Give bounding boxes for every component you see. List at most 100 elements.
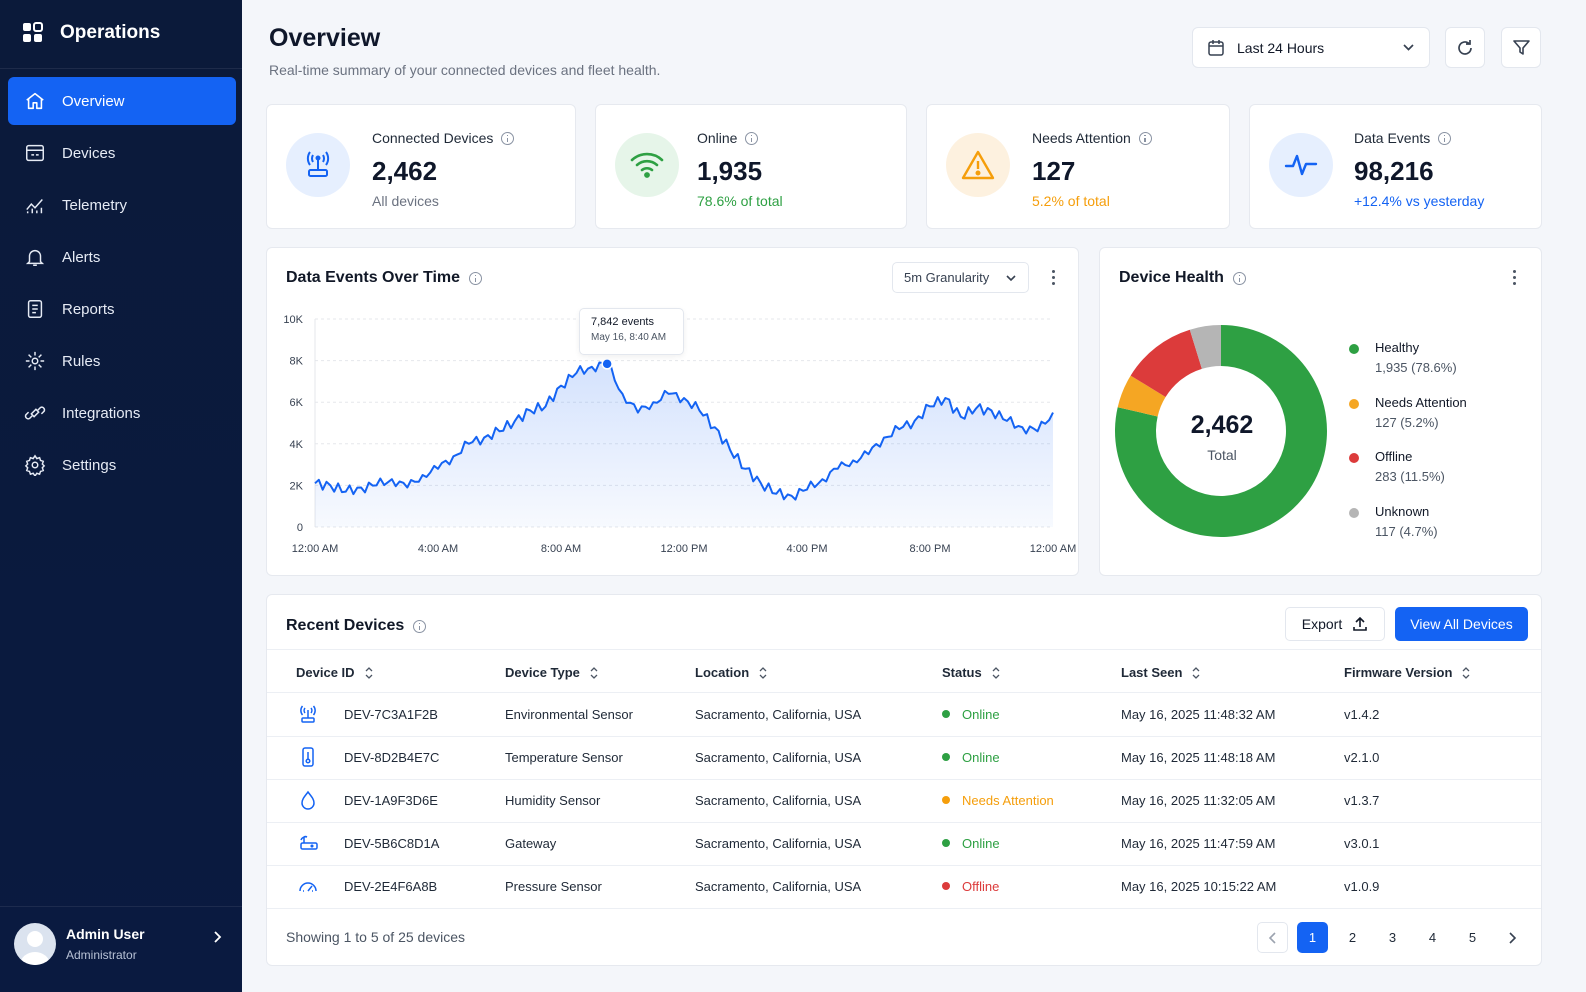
- pagination-page-4[interactable]: 4: [1428, 930, 1437, 945]
- table-row[interactable]: DEV-8D2B4E7C Temperature Sensor Sacramen…: [267, 736, 1541, 780]
- user-name: Admin User: [66, 926, 145, 942]
- cell-device-type: Pressure Sensor: [505, 879, 602, 894]
- stat-value: 127: [1032, 156, 1076, 186]
- donut-slice-healthy[interactable]: [1115, 325, 1327, 537]
- pagination-page-2[interactable]: 2: [1348, 930, 1357, 945]
- chevron-left-icon: [1268, 931, 1276, 944]
- cell-status: Offline: [942, 879, 999, 894]
- router-icon: [286, 133, 350, 197]
- stat-sub: 5.2% of total: [1032, 193, 1110, 209]
- x-tick-label: 12:00 AM: [292, 543, 338, 555]
- donut-slice-needs-attention[interactable]: [1117, 375, 1166, 417]
- column-header-last-seen[interactable]: Last Seen: [1121, 665, 1200, 680]
- column-header-firmware[interactable]: Firmware Version: [1344, 665, 1470, 680]
- legend-detail: 117 (4.7%): [1375, 524, 1438, 539]
- sidebar-item-alerts[interactable]: Alerts: [8, 233, 236, 281]
- sort-icon: [365, 666, 373, 679]
- sidebar-item-settings[interactable]: Settings: [8, 441, 236, 489]
- view-all-devices-button[interactable]: View All Devices: [1395, 607, 1528, 641]
- divider: [0, 68, 242, 69]
- sidebar-item-devices[interactable]: Devices: [8, 129, 236, 177]
- user-profile[interactable]: Admin User Administrator: [0, 906, 242, 992]
- sort-icon: [759, 666, 767, 679]
- legend-detail: 127 (5.2%): [1375, 415, 1439, 430]
- table-row[interactable]: DEV-1A9F3D6E Humidity Sensor Sacramento,…: [267, 779, 1541, 823]
- bell-icon: [25, 249, 45, 266]
- column-header-status[interactable]: Status: [942, 665, 1000, 680]
- legend-dot: [1349, 453, 1359, 463]
- recent-devices-card: Recent Devices Export View All Devices D…: [266, 594, 1542, 966]
- sidebar-item-integrations[interactable]: Integrations: [8, 389, 236, 437]
- calendar-icon: [1208, 39, 1224, 56]
- sidebar-item-telemetry[interactable]: Telemetry: [8, 181, 236, 229]
- legend-dot: [1349, 344, 1359, 354]
- sidebar-item-rules[interactable]: Rules: [8, 337, 236, 385]
- cell-firmware: v3.0.1: [1344, 836, 1380, 851]
- sidebar-item-reports[interactable]: Reports: [8, 285, 236, 333]
- sort-icon: [590, 666, 598, 679]
- time-range-select[interactable]: Last 24 Hours: [1192, 27, 1430, 68]
- legend-detail: 283 (11.5%): [1375, 469, 1445, 484]
- legend-dot: [1349, 399, 1359, 409]
- pagination-page-1[interactable]: 1: [1297, 922, 1328, 953]
- time-range-value: Last 24 Hours: [1237, 39, 1325, 56]
- avatar: [14, 923, 56, 965]
- stat-card-connected: Connected Devices 2,462 All devices: [266, 104, 576, 229]
- donut-slice-offline[interactable]: [1130, 329, 1202, 398]
- legend-name: Offline: [1375, 449, 1413, 464]
- cell-firmware: v1.4.2: [1344, 707, 1380, 722]
- main-content: Overview Real-time summary of your conne…: [242, 0, 1586, 992]
- pagination-page-3[interactable]: 3: [1388, 930, 1397, 945]
- cell-location: Sacramento, California, USA: [695, 879, 862, 894]
- brand[interactable]: Operations: [22, 22, 160, 44]
- filter-button[interactable]: [1501, 27, 1541, 68]
- user-role: Administrator: [66, 948, 137, 962]
- sidebar-item-label: Alerts: [62, 248, 101, 266]
- pagination-page-5[interactable]: 5: [1468, 930, 1477, 945]
- filter-icon: [1512, 40, 1530, 55]
- data-point-highlight[interactable]: [601, 358, 613, 370]
- stat-sub: All devices: [372, 193, 439, 209]
- stat-card-online: Online 1,935 78.6% of total: [595, 104, 907, 229]
- sidebar: Operations Overview Devices Telemetry Al…: [0, 0, 242, 992]
- grid-logo-icon: [23, 22, 43, 42]
- y-tick-label: 0: [297, 522, 303, 534]
- pagination-prev-button[interactable]: [1257, 922, 1288, 953]
- info-icon[interactable]: [469, 271, 483, 285]
- info-icon[interactable]: [413, 619, 427, 633]
- cell-status: Online: [942, 750, 1000, 765]
- info-icon[interactable]: [745, 131, 759, 145]
- info-icon[interactable]: [1138, 131, 1152, 145]
- granularity-select[interactable]: 5m Granularity: [892, 262, 1029, 293]
- pulse-icon: [1269, 133, 1333, 197]
- x-tick-label: 4:00 PM: [787, 543, 828, 555]
- granularity-value: 5m Granularity: [904, 270, 990, 285]
- router-icon: [300, 705, 316, 723]
- health-menu-button[interactable]: [1504, 267, 1524, 287]
- table-row[interactable]: DEV-2E4F6A8B Pressure Sensor Sacramento,…: [267, 865, 1541, 909]
- events-menu-button[interactable]: [1043, 267, 1063, 287]
- home-icon: [26, 92, 44, 110]
- column-header-location[interactable]: Location: [695, 665, 767, 680]
- cell-device-type: Gateway: [505, 836, 557, 851]
- cell-firmware: v1.3.7: [1344, 793, 1380, 808]
- info-icon[interactable]: [501, 131, 515, 145]
- donut-slice-unknown[interactable]: [1189, 325, 1221, 369]
- stat-card-events: Data Events 98,216 +12.4% vs yesterday: [1249, 104, 1542, 229]
- table-row[interactable]: DEV-7C3A1F2B Environmental Sensor Sacram…: [267, 693, 1541, 737]
- column-header-device-type[interactable]: Device Type: [505, 665, 598, 680]
- info-icon[interactable]: [1232, 271, 1246, 285]
- info-icon[interactable]: [1438, 131, 1452, 145]
- table-row[interactable]: DEV-5B6C8D1A Gateway Sacramento, Califor…: [267, 822, 1541, 866]
- sidebar-item-overview[interactable]: Overview: [8, 77, 236, 125]
- stat-sub: +12.4% vs yesterday: [1354, 193, 1485, 209]
- export-button[interactable]: Export: [1285, 607, 1385, 641]
- cell-device-id: DEV-2E4F6A8B: [344, 879, 438, 894]
- y-tick-label: 8K: [290, 356, 304, 368]
- gateway-icon: [300, 835, 318, 850]
- column-header-device-id[interactable]: Device ID: [296, 665, 373, 680]
- pagination-next-button[interactable]: [1496, 922, 1527, 953]
- refresh-button[interactable]: [1445, 27, 1485, 68]
- y-tick-label: 4K: [290, 439, 304, 451]
- legend-name: Healthy: [1375, 340, 1420, 355]
